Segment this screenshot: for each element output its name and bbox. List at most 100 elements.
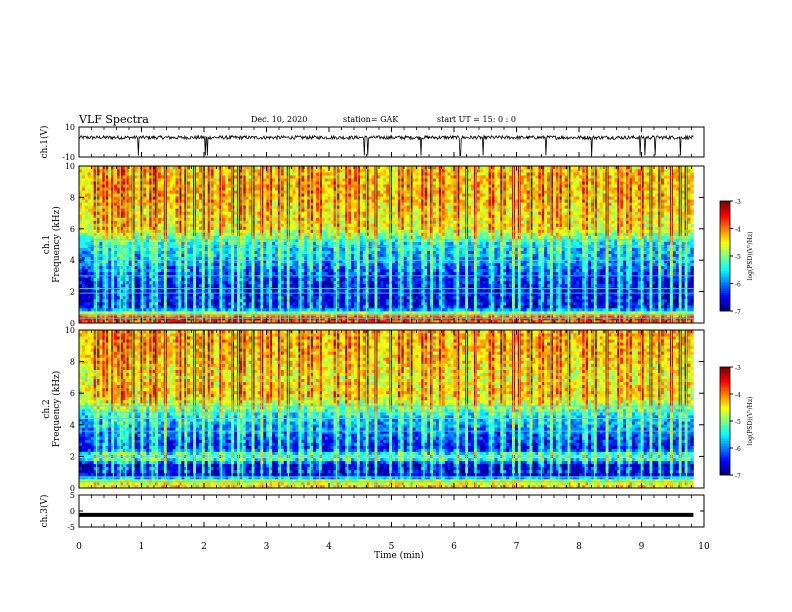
spectrogram-cell	[114, 277, 118, 282]
spectrogram-cell	[295, 217, 299, 221]
spectrogram-cell	[90, 262, 95, 267]
spectrogram-cell	[87, 289, 92, 294]
spectrogram-cell	[280, 283, 285, 288]
spectrogram-cell	[187, 208, 191, 212]
spectrogram-cell	[125, 235, 130, 239]
spectrogram-cell	[289, 292, 293, 297]
spectrogram-cell	[140, 304, 144, 309]
spectrogram-cell	[225, 235, 229, 239]
spectrogram-cell	[90, 166, 95, 170]
spectrogram-cell	[166, 256, 171, 260]
spectrogram-cell	[234, 283, 238, 288]
spectrogram-cell	[245, 292, 250, 297]
spectrogram-cell	[330, 166, 334, 170]
spectrogram-cell	[84, 247, 89, 251]
spectrogram-cell	[266, 199, 270, 203]
spectrogram-cell	[178, 289, 182, 294]
spectrogram-cell	[213, 217, 217, 221]
spectrogram-cell	[143, 292, 147, 297]
spectrogram-cell	[245, 226, 250, 230]
spectrogram-cell	[117, 175, 121, 179]
spectrogram-cell	[327, 310, 332, 315]
spectrogram-cell	[216, 319, 220, 324]
spectrogram-cell	[178, 241, 182, 245]
spectrogram-cell	[198, 172, 203, 176]
spectrogram-cell	[96, 187, 100, 191]
spectrogram-cell	[102, 256, 106, 260]
spectrogram-cell	[187, 298, 191, 303]
spectrogram-cell	[175, 184, 179, 188]
spectrogram-cell	[117, 280, 121, 285]
spectrogram-cell	[175, 190, 179, 194]
spectrogram-cell	[114, 169, 118, 173]
spectrogram-cell	[234, 241, 238, 245]
spectrogram-cell	[254, 289, 258, 294]
spectrogram-cell	[169, 190, 174, 194]
spectrogram-cell	[295, 313, 299, 318]
spectrogram-cell	[102, 187, 106, 191]
spectrogram-cell	[307, 166, 311, 170]
spectrogram-cell	[90, 271, 95, 276]
spectrogram-cell	[134, 319, 138, 324]
spectrogram-cell	[248, 289, 253, 294]
spectrogram-cell	[187, 175, 191, 179]
spectrogram-cell	[342, 169, 346, 173]
spectrogram-cell	[87, 310, 92, 315]
spectrogram-cell	[228, 262, 232, 267]
spectrogram-cell	[342, 256, 346, 260]
spectrogram-cell	[277, 175, 282, 179]
spectrogram-cell	[222, 262, 226, 267]
spectrogram-cell	[117, 283, 121, 288]
spectrogram-cell	[201, 208, 206, 212]
spectrogram-cell	[248, 280, 253, 285]
spectrogram-cell	[298, 250, 302, 254]
spectrogram-cell	[187, 178, 191, 182]
spectrogram-cell	[234, 220, 238, 224]
spectrogram-cell	[242, 205, 247, 209]
spectrogram-cell	[84, 265, 89, 270]
spectrogram-cell	[295, 292, 299, 297]
spectrogram-cell	[301, 274, 305, 279]
spectrogram-cell	[266, 247, 270, 251]
spectrogram-cell	[321, 298, 326, 303]
spectrogram-cell	[222, 241, 226, 245]
spectrogram-cell	[307, 193, 311, 197]
spectrogram-cell	[239, 217, 244, 221]
spectrogram-cell	[146, 265, 150, 270]
spectrogram-cell	[275, 166, 279, 170]
spectrogram-cell	[157, 175, 162, 179]
spectrogram-cell	[99, 289, 103, 294]
spectrogram-cell	[99, 184, 103, 188]
spectrogram-cell	[201, 211, 206, 215]
spectrogram-cell	[146, 241, 150, 245]
spectrogram-cell	[140, 235, 144, 239]
spectrogram-cell	[84, 193, 89, 197]
spectrogram-cell	[313, 256, 317, 260]
spectrogram-cell	[289, 259, 293, 264]
spectrogram-cell	[301, 205, 305, 209]
spectrogram-cell	[125, 289, 130, 294]
spectrogram-cell	[207, 214, 212, 218]
spectrogram-cell	[122, 313, 127, 318]
spectrogram-cell	[324, 277, 329, 282]
spectrogram-cell	[105, 214, 109, 218]
spectrogram-cell	[137, 181, 141, 185]
spectrogram-cell	[175, 310, 179, 315]
spectrogram-cell	[157, 184, 162, 188]
spectrogram-cell	[342, 178, 346, 182]
spectrogram-cell	[210, 262, 214, 267]
spectrogram-cell	[99, 229, 103, 233]
spectrogram-cell	[298, 211, 302, 215]
spectrogram-cell	[114, 178, 118, 182]
spectrogram-cell	[114, 193, 118, 197]
spectrogram-cell	[257, 190, 261, 194]
spectrogram-cell	[321, 208, 326, 212]
spectrogram-cell	[105, 307, 109, 312]
spectrogram-cell	[181, 220, 185, 224]
spectrogram-cell	[275, 247, 279, 251]
spectrogram-cell	[351, 310, 355, 315]
spectrogram-cell	[269, 232, 273, 236]
spectrogram-cell	[239, 223, 244, 227]
spectrogram-cell	[339, 295, 343, 300]
spectrogram-cell	[245, 184, 250, 188]
